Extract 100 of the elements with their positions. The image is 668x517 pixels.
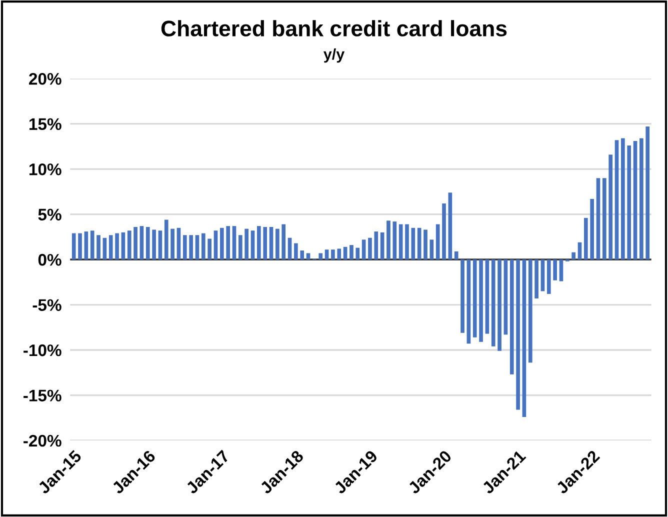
bar (572, 252, 576, 260)
bar (602, 178, 606, 260)
bar (356, 248, 360, 260)
bar (96, 235, 100, 260)
bar (472, 260, 477, 338)
bar (84, 231, 88, 260)
bar (380, 232, 384, 260)
bar (559, 260, 564, 282)
bar (146, 226, 150, 260)
bar (127, 230, 132, 260)
bar (152, 230, 156, 260)
bar (182, 235, 187, 260)
bar (164, 220, 168, 260)
bar (362, 240, 366, 260)
bar (417, 228, 422, 260)
bar (430, 240, 434, 260)
bar (257, 226, 261, 260)
bar (250, 230, 255, 260)
bar (614, 140, 619, 260)
bar (176, 228, 181, 260)
chart-subtitle: y/y (324, 48, 345, 63)
bar (510, 260, 514, 374)
y-tick-label: -20% (24, 434, 62, 447)
bar (343, 246, 348, 260)
bar (534, 260, 538, 298)
bar (269, 226, 274, 260)
bar (633, 141, 638, 260)
bar (540, 260, 545, 292)
bar (108, 235, 113, 260)
bar (324, 250, 329, 260)
bar (578, 242, 582, 260)
bar (368, 238, 372, 260)
bar (288, 238, 292, 260)
bar (214, 230, 218, 260)
bar (479, 260, 483, 342)
y-tick-label: -15% (24, 390, 62, 402)
bar (294, 243, 298, 260)
bar (232, 226, 236, 260)
y-tick-label: -5% (32, 299, 62, 311)
bar (646, 126, 650, 260)
bar (466, 260, 471, 344)
bar (596, 178, 600, 260)
bar (282, 224, 286, 260)
bar (220, 228, 224, 260)
bar (405, 224, 409, 260)
bar (522, 260, 526, 417)
bar (102, 238, 107, 260)
bar (516, 260, 520, 410)
bar (115, 233, 119, 260)
bar (436, 224, 440, 260)
bar (350, 245, 354, 260)
bar (504, 260, 508, 335)
bar (318, 253, 323, 260)
bar (170, 228, 174, 260)
bar (306, 253, 310, 260)
bar (226, 226, 230, 260)
bar (442, 203, 446, 260)
y-tick-label: 0% (38, 254, 62, 266)
bar (448, 192, 452, 260)
bar (374, 231, 378, 260)
bar (189, 235, 193, 260)
y-tick-label: 10% (30, 163, 62, 176)
bar (553, 260, 557, 280)
bar (121, 232, 126, 260)
bar (238, 235, 242, 260)
bar (411, 228, 416, 260)
bar (590, 198, 594, 260)
bar (485, 260, 490, 334)
y-tick-label: 20% (29, 72, 62, 85)
bar (627, 146, 632, 260)
bar (498, 260, 502, 351)
bar (337, 248, 342, 260)
bar (300, 250, 304, 260)
bar (584, 218, 588, 260)
bar (276, 228, 280, 260)
bar (491, 260, 496, 346)
bar (546, 260, 551, 294)
bar (244, 228, 248, 260)
bar (528, 260, 532, 363)
bar (134, 226, 138, 260)
y-tick-label: 5% (38, 208, 62, 220)
chart-title: Chartered bank credit card loans (161, 20, 507, 36)
bar (263, 226, 268, 260)
bar (331, 250, 335, 260)
bar (608, 154, 612, 260)
bar (621, 138, 625, 260)
bar (195, 235, 200, 260)
bar (460, 260, 464, 333)
bar (72, 233, 76, 260)
y-tick-label: -10% (24, 344, 62, 356)
bar (424, 230, 428, 260)
bar (158, 230, 162, 260)
bar (78, 233, 82, 260)
bar (208, 238, 212, 260)
bar (454, 251, 458, 260)
bar (201, 233, 206, 260)
bar (398, 224, 403, 260)
y-tick-label: 15% (30, 118, 62, 130)
bar (392, 222, 397, 260)
bar (140, 226, 144, 260)
